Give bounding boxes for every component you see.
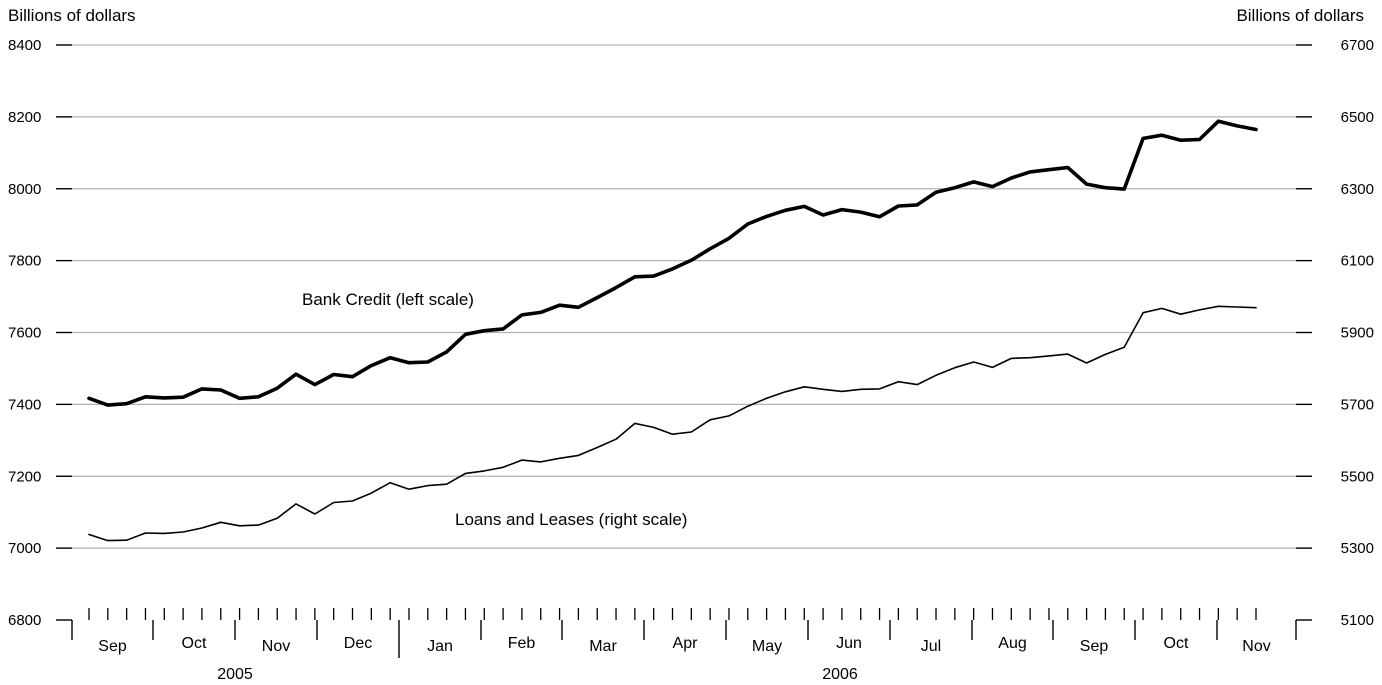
- right-tick-label: 5700: [1341, 396, 1374, 413]
- month-label: May: [752, 638, 782, 655]
- left-tick-label: 8000: [8, 181, 41, 198]
- month-label: Jul: [921, 638, 941, 655]
- month-label: Jan: [427, 638, 453, 655]
- month-label: Dec: [344, 635, 372, 652]
- right-tick-label: 5900: [1341, 325, 1374, 342]
- month-label: Sep: [1080, 638, 1109, 655]
- left-tick-label: 8400: [8, 37, 41, 54]
- month-label: Nov: [262, 638, 290, 655]
- month-label: Sep: [98, 638, 127, 655]
- right-axis-title: Billions of dollars: [1236, 6, 1364, 25]
- right-tick-label: 5300: [1341, 540, 1374, 557]
- month-label: Jun: [836, 635, 862, 652]
- loans-leases-line: [88, 305, 1257, 542]
- left-tick-label: 7600: [8, 325, 41, 342]
- month-label: Nov: [1242, 638, 1270, 655]
- month-label: Apr: [673, 635, 699, 652]
- series-label-bank-credit: Bank Credit (left scale): [302, 290, 474, 309]
- left-tick-label: 6800: [8, 612, 41, 629]
- month-label: Mar: [589, 638, 617, 655]
- right-tick-label: 6300: [1341, 181, 1374, 198]
- left-tick-label: 7000: [8, 540, 41, 557]
- left-tick-label: 7800: [8, 253, 41, 270]
- month-label: Oct: [182, 635, 207, 652]
- right-tick-label: 5100: [1341, 612, 1374, 629]
- year-label: 2006: [822, 666, 858, 683]
- left-tick-label: 8200: [8, 109, 41, 126]
- series-label-loans-leases: Loans and Leases (right scale): [455, 510, 687, 529]
- right-tick-label: 5500: [1341, 468, 1374, 485]
- left-tick-label: 7200: [8, 468, 41, 485]
- right-tick-label: 6700: [1341, 37, 1374, 54]
- month-label: Feb: [508, 635, 536, 652]
- year-label: 2005: [217, 666, 253, 683]
- left-axis-title: Billions of dollars: [8, 6, 136, 25]
- month-label: Aug: [998, 635, 1026, 652]
- bank-credit-line: [87, 119, 1258, 407]
- right-tick-label: 6100: [1341, 253, 1374, 270]
- month-label: Oct: [1164, 635, 1189, 652]
- right-tick-label: 6500: [1341, 109, 1374, 126]
- left-tick-label: 7400: [8, 396, 41, 413]
